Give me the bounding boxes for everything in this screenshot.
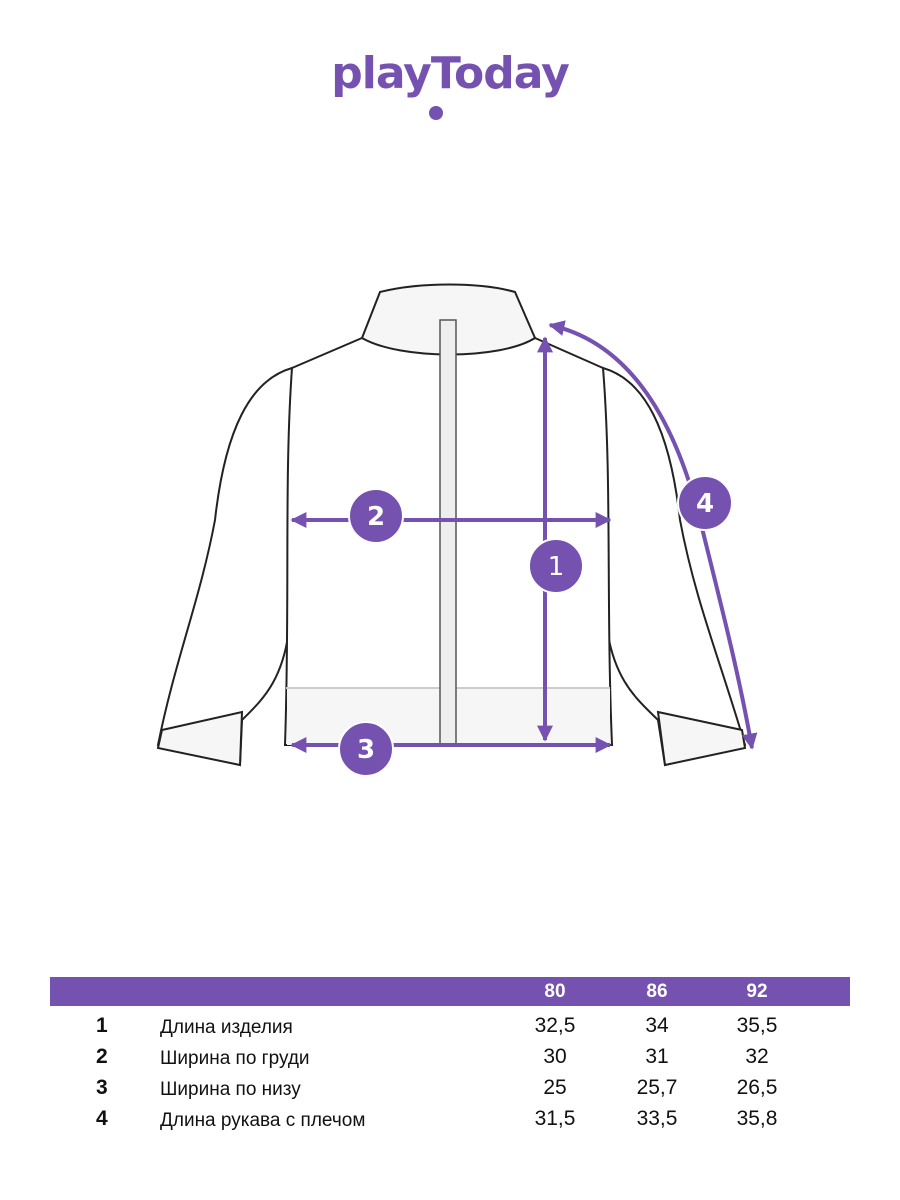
marker-3-label: 3 — [357, 735, 375, 765]
jacket-outline — [156, 283, 747, 767]
marker-1-label: 1 — [548, 552, 565, 582]
row-value: 32,5 — [534, 1014, 576, 1037]
left-sleeve — [156, 366, 294, 767]
row-number: 2 — [96, 1045, 108, 1068]
row-number: 3 — [96, 1076, 108, 1099]
row-value: 33,5 — [636, 1107, 678, 1130]
brand-logo-dot — [429, 106, 443, 120]
size-header: 92 — [746, 981, 768, 1002]
row-value: 25 — [543, 1076, 567, 1099]
row-label: Ширина по низу — [160, 1079, 301, 1100]
table-row: 3 Ширина по низу 25 25,7 26,5 — [50, 1071, 850, 1102]
jacket-diagram: 1 2 3 4 — [156, 283, 758, 777]
marker-4-label: 4 — [696, 489, 714, 519]
marker-2-label: 2 — [367, 502, 385, 532]
row-number: 1 — [96, 1014, 108, 1037]
marker-4 — [677, 475, 733, 531]
zipper — [439, 319, 457, 746]
row-value: 31,5 — [534, 1107, 576, 1130]
marker-2 — [348, 488, 404, 544]
row-label: Длина рукава с плечом — [160, 1110, 366, 1131]
size-table: 80 86 92 1 Длина изделия 32,5 34 35,5 2 … — [50, 977, 850, 1133]
row-label: Длина изделия — [160, 1017, 293, 1038]
table-row: 1 Длина изделия 32,5 34 35,5 — [50, 1009, 850, 1040]
row-value: 35,5 — [736, 1014, 778, 1037]
size-header: 80 — [544, 981, 566, 1002]
row-label: Ширина по груди — [160, 1048, 310, 1069]
row-value: 26,5 — [736, 1076, 778, 1099]
row-value: 30 — [543, 1045, 567, 1068]
left-cuff — [156, 710, 244, 767]
row-number: 4 — [96, 1107, 108, 1130]
row-value: 32 — [745, 1045, 769, 1068]
marker-3 — [338, 721, 394, 777]
size-table-header: 80 86 92 — [50, 977, 850, 1006]
size-header: 86 — [646, 981, 668, 1002]
row-value: 25,7 — [636, 1076, 678, 1099]
table-row: 4 Длина рукава с плечом 31,5 33,5 35,8 — [50, 1102, 850, 1133]
brand-logo: playToday — [331, 48, 570, 99]
row-value: 31 — [645, 1045, 669, 1068]
row-value: 34 — [645, 1014, 669, 1037]
row-value: 35,8 — [736, 1107, 778, 1130]
right-sleeve — [601, 366, 747, 767]
table-row: 2 Ширина по груди 30 31 32 — [50, 1040, 850, 1071]
marker-1 — [528, 538, 584, 594]
